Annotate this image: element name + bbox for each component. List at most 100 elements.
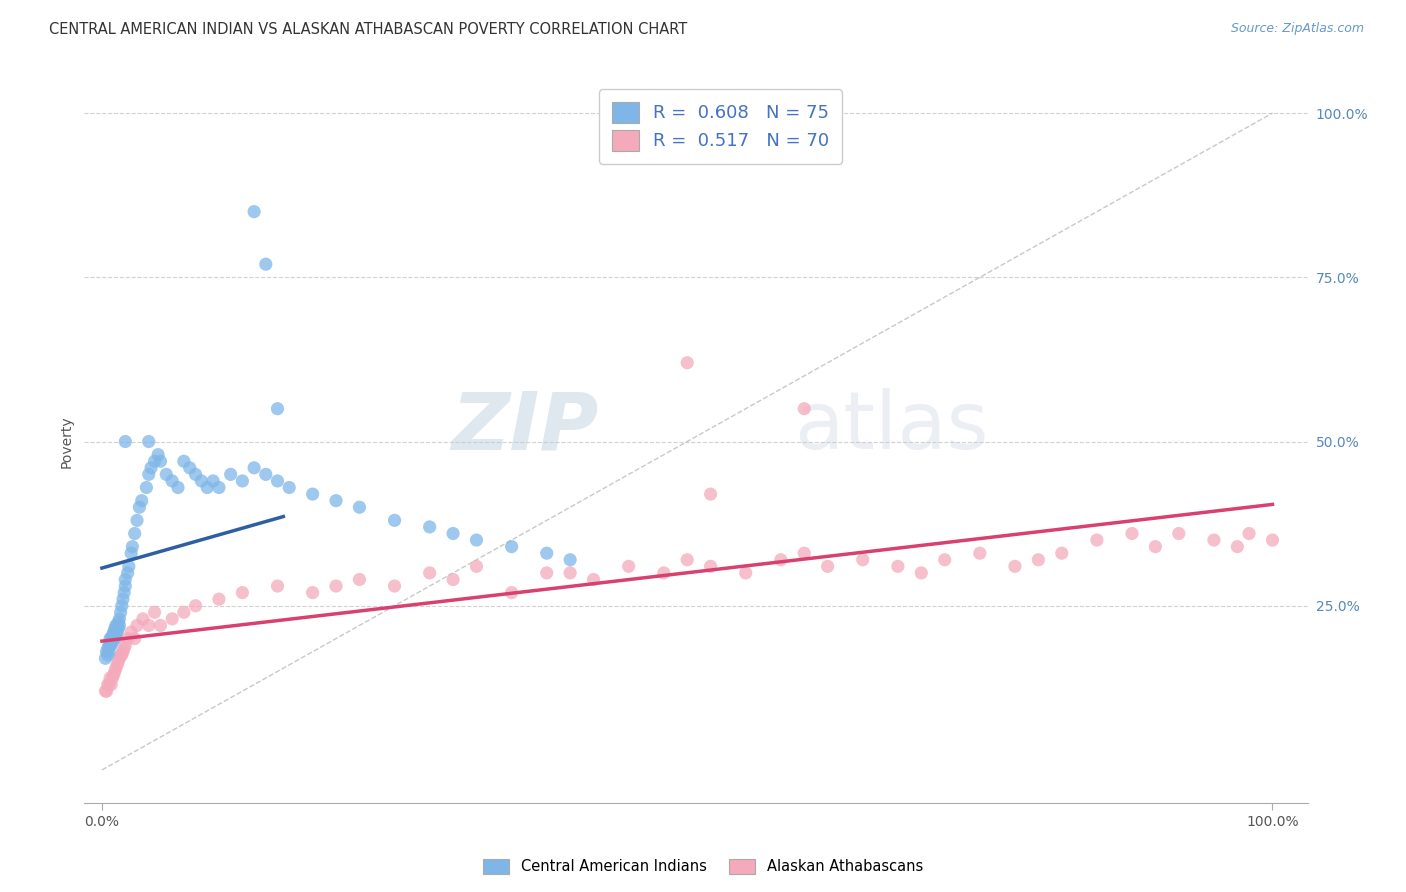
Point [1004,559,1026,574]
Point [111,645,134,659]
Point [501,585,523,599]
Point [107,622,129,636]
Point [114,434,136,449]
Point [135,481,157,495]
Point [101,671,124,685]
Point [149,454,172,468]
Point [173,605,195,619]
Point [1144,540,1167,554]
Text: atlas: atlas [794,388,988,467]
Point [793,546,815,560]
Point [143,454,166,468]
Point [1237,526,1260,541]
Point [100,632,122,646]
Point [699,487,721,501]
Point [131,493,153,508]
Point [97,645,120,659]
Point [97,648,120,662]
Point [108,618,131,632]
Point [465,559,488,574]
Point [1167,526,1189,541]
Legend: R =  0.608   N = 75, R =  0.517   N = 70: R = 0.608 N = 75, R = 0.517 N = 70 [599,89,842,163]
Point [934,553,956,567]
Point [105,618,128,632]
Point [419,566,441,580]
Point [103,667,125,681]
Text: Source: ZipAtlas.com: Source: ZipAtlas.com [1230,22,1364,36]
Point [125,513,148,527]
Point [101,628,124,642]
Point [103,625,125,640]
Point [349,500,371,515]
Point [1085,533,1108,547]
Point [128,500,150,515]
Point [101,635,124,649]
Point [173,454,195,468]
Point [120,546,142,560]
Point [97,677,120,691]
Point [1121,526,1143,541]
Text: ZIP: ZIP [451,388,598,467]
Point [110,605,132,619]
Point [111,599,134,613]
Point [111,648,134,662]
Point [699,559,721,574]
Point [1261,533,1284,547]
Point [1202,533,1225,547]
Point [146,448,169,462]
Point [441,573,464,587]
Point [100,677,122,691]
Point [104,632,127,646]
Point [266,474,288,488]
Point [254,257,277,271]
Point [301,585,323,599]
Point [110,648,132,662]
Point [231,585,253,599]
Point [817,559,839,574]
Point [112,585,135,599]
Point [112,641,135,656]
Point [117,632,139,646]
Point [1226,540,1249,554]
Point [143,605,166,619]
Point [301,487,323,501]
Point [266,579,288,593]
Point [121,540,143,554]
Point [384,513,406,527]
Point [138,434,160,449]
Point [114,573,136,587]
Point [125,618,148,632]
Point [325,493,347,508]
Point [114,579,136,593]
Point [103,632,125,646]
Point [243,204,266,219]
Point [184,599,207,613]
Point [536,566,558,580]
Point [139,460,162,475]
Point [117,566,139,580]
Point [105,657,128,672]
Point [441,526,464,541]
Point [384,579,406,593]
Point [852,553,875,567]
Point [560,553,582,567]
Point [325,579,347,593]
Point [98,632,121,646]
Point [120,625,142,640]
Y-axis label: Poverty: Poverty [59,416,73,467]
Point [104,665,127,679]
Point [582,573,605,587]
Point [94,651,117,665]
Point [97,641,120,656]
Point [118,559,141,574]
Point [124,632,146,646]
Point [160,612,183,626]
Point [184,467,207,482]
Point [107,615,129,630]
Point [617,559,640,574]
Point [104,618,127,632]
Point [149,618,172,632]
Point [969,546,991,560]
Point [208,592,231,607]
Point [278,481,301,495]
